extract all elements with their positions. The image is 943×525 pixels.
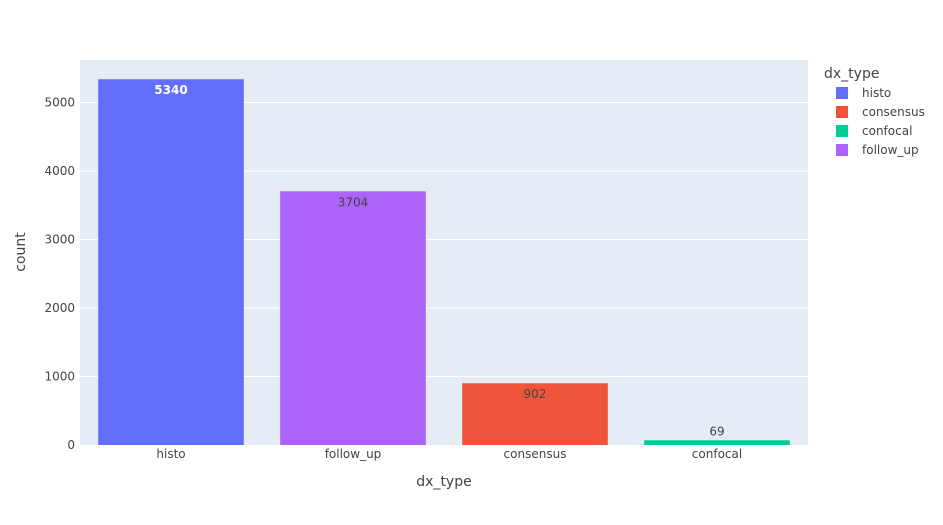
legend-swatch [836, 87, 848, 99]
y-tick-labels: 0 1000 2000 3000 4000 5000 [44, 96, 75, 452]
y-tick-label: 3000 [44, 233, 75, 247]
x-tick-label: follow_up [325, 447, 382, 461]
x-tick-label: histo [156, 447, 185, 461]
y-tick-label: 5000 [44, 96, 75, 110]
legend-item-label: confocal [862, 124, 912, 138]
bar-confocal [644, 440, 790, 445]
x-axis-title: dx_type [416, 474, 471, 490]
x-tick-label: confocal [692, 447, 742, 461]
y-axis-title: count [13, 232, 29, 272]
bar-value-label: 69 [709, 424, 724, 438]
bar-value-label: 5340 [154, 83, 187, 97]
bar-value-label: 902 [524, 387, 547, 401]
legend: dx_type histo consensus confocal follow_up [824, 66, 925, 157]
x-tick-labels: histo follow_up consensus confocal [156, 447, 742, 461]
bar-follow_up [280, 191, 426, 445]
bar-histo [98, 79, 244, 445]
bar-value-label: 3704 [338, 195, 369, 209]
legend-swatch [836, 144, 848, 156]
legend-swatch [836, 106, 848, 118]
y-tick-label: 2000 [44, 301, 75, 315]
y-tick-label: 0 [67, 438, 75, 452]
legend-item-label: histo [862, 86, 891, 100]
bar-consensus [462, 383, 608, 445]
x-tick-label: consensus [504, 447, 567, 461]
legend-item-label: consensus [862, 105, 925, 119]
y-tick-label: 1000 [44, 370, 75, 384]
legend-item-label: follow_up [862, 143, 919, 157]
legend-title: dx_type [824, 66, 879, 82]
legend-swatch [836, 125, 848, 137]
bars: 5340 3704 902 69 [98, 79, 790, 445]
y-tick-label: 4000 [44, 164, 75, 178]
legend-items: histo consensus confocal follow_up [836, 86, 925, 157]
